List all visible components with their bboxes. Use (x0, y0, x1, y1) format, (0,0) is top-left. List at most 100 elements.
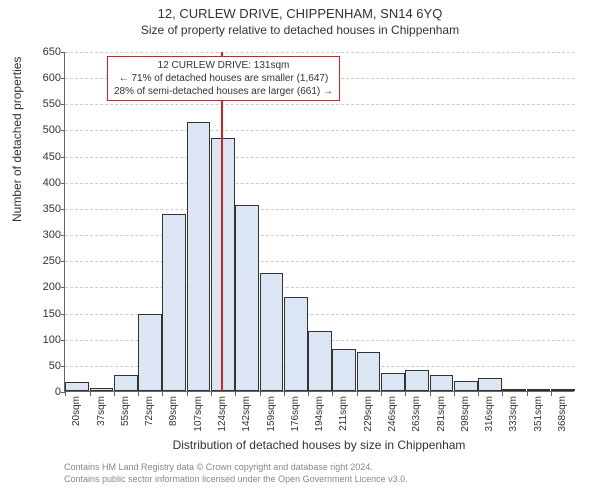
y-tick-mark (61, 314, 65, 315)
histogram-bar (187, 122, 211, 391)
x-tick-mark (308, 392, 309, 396)
x-tick-label: 351sqm (533, 396, 544, 440)
x-tick-mark (138, 392, 139, 396)
y-tick-label: 450 (27, 151, 61, 163)
x-tick-label: 89sqm (168, 396, 179, 440)
histogram-bar (260, 273, 284, 391)
histogram-bar (235, 205, 259, 391)
y-tick-label: 0 (27, 386, 61, 398)
y-tick-label: 250 (27, 255, 61, 267)
x-tick-label: 142sqm (241, 396, 252, 440)
histogram-bar (527, 389, 551, 391)
y-tick-mark (61, 261, 65, 262)
y-tick-mark (61, 157, 65, 158)
histogram-bar (551, 389, 575, 391)
x-tick-mark (357, 392, 358, 396)
page-subtitle: Size of property relative to detached ho… (0, 21, 600, 37)
gridline (65, 104, 575, 105)
gridline (65, 52, 575, 53)
x-tick-label: 37sqm (96, 396, 107, 440)
property-marker-line (221, 52, 223, 392)
y-tick-mark (61, 104, 65, 105)
x-tick-label: 107sqm (193, 396, 204, 440)
x-tick-mark (430, 392, 431, 396)
histogram-bar (478, 378, 502, 391)
histogram-plot: 0501001502002503003504004505005506006502… (64, 52, 574, 392)
histogram-bar (454, 381, 478, 391)
y-tick-mark (61, 130, 65, 131)
histogram-bar (381, 373, 405, 391)
histogram-bar (502, 389, 526, 391)
y-tick-label: 100 (27, 334, 61, 346)
x-tick-label: 124sqm (217, 396, 228, 440)
histogram-bar (211, 138, 235, 391)
histogram-bar (90, 388, 114, 391)
x-tick-label: 229sqm (363, 396, 374, 440)
x-tick-label: 281sqm (436, 396, 447, 440)
gridline (65, 209, 575, 210)
histogram-bar (357, 352, 381, 391)
gridline (65, 261, 575, 262)
y-tick-label: 200 (27, 281, 61, 293)
x-tick-mark (187, 392, 188, 396)
annotation-line: 12 CURLEW DRIVE: 131sqm (114, 59, 333, 72)
histogram-bar (332, 349, 356, 391)
x-tick-mark (454, 392, 455, 396)
y-tick-mark (61, 209, 65, 210)
annotation-line: ← 71% of detached houses are smaller (1,… (114, 72, 333, 85)
y-tick-label: 400 (27, 177, 61, 189)
gridline (65, 183, 575, 184)
histogram-bar (162, 214, 186, 391)
gridline (65, 287, 575, 288)
x-tick-mark (478, 392, 479, 396)
y-tick-mark (61, 183, 65, 184)
x-tick-mark (332, 392, 333, 396)
x-tick-label: 368sqm (557, 396, 568, 440)
y-tick-label: 150 (27, 308, 61, 320)
x-tick-mark (381, 392, 382, 396)
x-tick-mark (551, 392, 552, 396)
y-tick-mark (61, 287, 65, 288)
x-tick-mark (65, 392, 66, 396)
x-tick-mark (260, 392, 261, 396)
y-tick-label: 300 (27, 229, 61, 241)
x-tick-label: 263sqm (411, 396, 422, 440)
histogram-bar (138, 314, 162, 391)
annotation-line: 28% of semi-detached houses are larger (… (114, 85, 333, 98)
y-tick-mark (61, 52, 65, 53)
y-tick-label: 600 (27, 72, 61, 84)
histogram-bar (65, 382, 89, 391)
y-tick-mark (61, 235, 65, 236)
x-tick-mark (284, 392, 285, 396)
x-tick-label: 55sqm (120, 396, 131, 440)
x-tick-label: 20sqm (71, 396, 82, 440)
gridline (65, 235, 575, 236)
x-tick-label: 298sqm (460, 396, 471, 440)
x-tick-mark (114, 392, 115, 396)
y-tick-mark (61, 78, 65, 79)
x-tick-label: 176sqm (290, 396, 301, 440)
y-tick-label: 550 (27, 98, 61, 110)
x-tick-mark (527, 392, 528, 396)
y-tick-mark (61, 340, 65, 341)
page-title: 12, CURLEW DRIVE, CHIPPENHAM, SN14 6YQ (0, 0, 600, 21)
x-tick-mark (235, 392, 236, 396)
footer-copyright-1: Contains HM Land Registry data © Crown c… (64, 462, 373, 472)
y-axis-label: Number of detached properties (10, 57, 24, 222)
y-tick-label: 50 (27, 360, 61, 372)
x-tick-label: 211sqm (338, 396, 349, 440)
x-tick-mark (90, 392, 91, 396)
gridline (65, 157, 575, 158)
x-tick-label: 246sqm (387, 396, 398, 440)
x-axis-label: Distribution of detached houses by size … (64, 438, 574, 452)
x-tick-label: 159sqm (266, 396, 277, 440)
x-tick-mark (162, 392, 163, 396)
histogram-bar (114, 375, 138, 391)
histogram-bar (284, 297, 308, 391)
footer-copyright-2: Contains public sector information licen… (64, 474, 408, 484)
x-tick-mark (502, 392, 503, 396)
x-tick-mark (405, 392, 406, 396)
chart-area: 0501001502002503003504004505005506006502… (64, 52, 574, 392)
y-tick-label: 650 (27, 46, 61, 58)
histogram-bar (405, 370, 429, 391)
